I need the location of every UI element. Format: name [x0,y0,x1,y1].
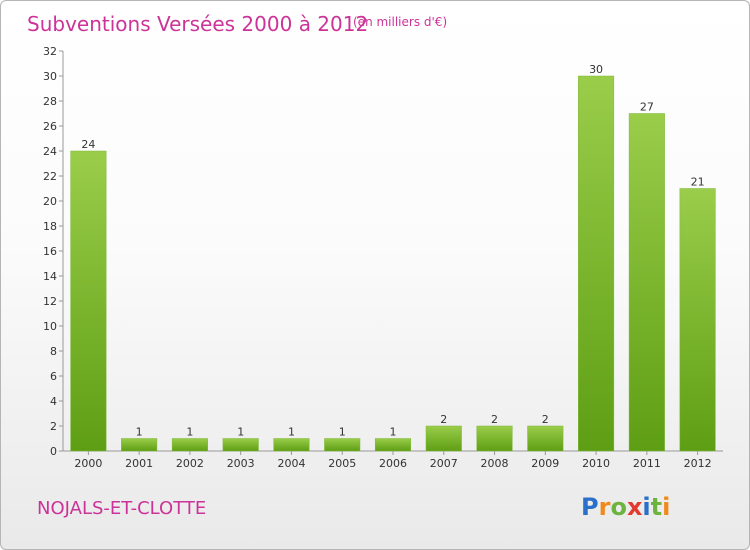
y-tick-label: 8 [50,345,57,358]
bar-value-label: 1 [339,426,346,439]
logo-letter: t [651,493,662,521]
bar [324,438,361,452]
bar-value-label: 1 [186,426,193,439]
x-tick-label: 2000 [74,457,102,470]
y-tick-label: 12 [43,295,57,308]
y-tick-label: 32 [43,45,57,58]
bar [425,425,462,452]
x-tick-label: 2011 [633,457,661,470]
bar [527,425,564,452]
x-tick-label: 2005 [328,457,356,470]
proxiti-logo: Proxiti [581,493,670,521]
y-tick-label: 6 [50,370,57,383]
logo-letter: x [627,493,643,521]
bar-value-label: 2 [440,413,447,426]
bar [374,438,412,452]
logo-letter: r [599,493,611,521]
logo-letter: o [610,493,627,521]
x-tick-label: 2002 [176,457,204,470]
bar [222,438,259,452]
y-tick-label: 24 [43,145,57,158]
y-tick-label: 22 [43,170,57,183]
x-tick-label: 2004 [277,457,305,470]
bar-value-label: 24 [81,138,95,151]
x-tick-label: 2007 [430,457,458,470]
y-tick-label: 20 [43,195,57,208]
bar [121,438,158,452]
y-tick-label: 26 [43,120,57,133]
bar-value-label: 1 [288,426,295,439]
bar [70,150,107,452]
bar-value-label: 2 [491,413,498,426]
bar-value-label: 1 [237,426,244,439]
bar-value-label: 21 [691,176,705,189]
y-tick-label: 18 [43,220,57,233]
bar-value-label: 27 [640,101,654,114]
bar-value-label: 2 [542,413,549,426]
y-tick-label: 4 [50,395,57,408]
x-tick-label: 2006 [379,457,407,470]
x-tick-label: 2012 [684,457,712,470]
bar-value-label: 30 [589,63,603,76]
y-tick-label: 2 [50,420,57,433]
y-tick-label: 10 [43,320,57,333]
x-tick-label: 2001 [125,457,153,470]
x-tick-label: 2009 [531,457,559,470]
bar [679,188,716,452]
x-tick-label: 2008 [481,457,509,470]
chart-title: Subventions Versées 2000 à 2012 [27,12,368,36]
bar [628,113,665,452]
chart-subtitle: (en milliers d'€) [353,15,447,29]
x-tick-label: 2003 [227,457,255,470]
bar-value-label: 1 [390,426,397,439]
logo-letter: P [581,493,599,521]
x-tick-label: 2010 [582,457,610,470]
bar [171,438,208,452]
bar-value-label: 1 [136,426,143,439]
commune-name: NOJALS-ET-CLOTTE [37,498,206,519]
bar [273,438,310,452]
logo-letter: i [662,493,670,521]
bar [578,75,615,452]
logo-letter: i [642,493,650,521]
y-tick-label: 16 [43,245,57,258]
y-tick-label: 0 [50,445,57,458]
y-tick-label: 30 [43,70,57,83]
y-tick-label: 28 [43,95,57,108]
y-tick-label: 14 [43,270,57,283]
bars: 24 2000 1 2001 1 2002 1 2003 1 2004 1 2005 1 2006 2 200… [70,63,716,470]
bar [476,425,513,452]
